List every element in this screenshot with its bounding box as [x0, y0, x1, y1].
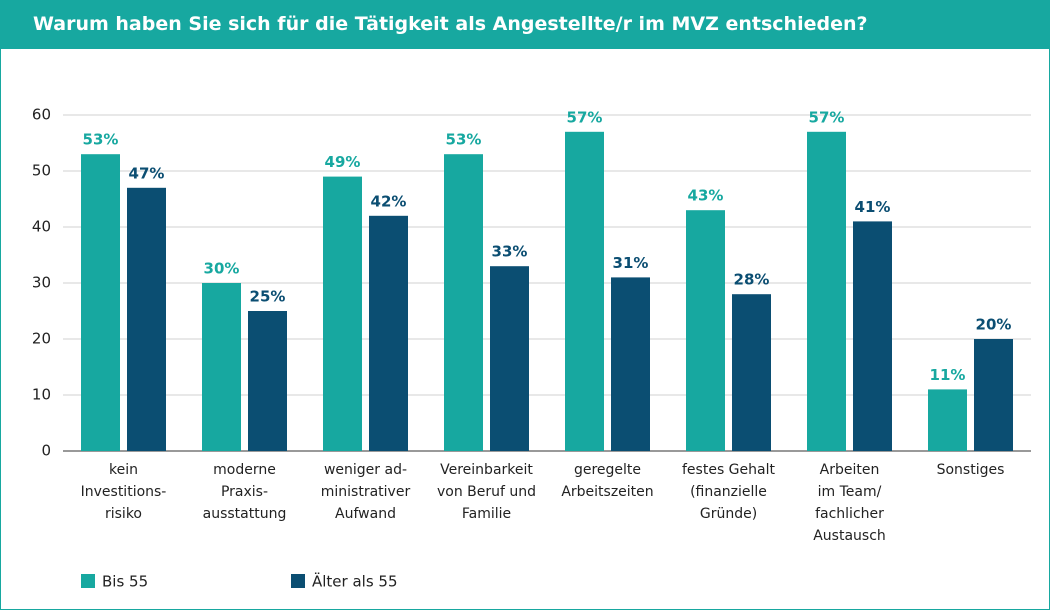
legend-label: Bis 55 — [102, 573, 148, 591]
bar — [127, 187, 166, 452]
data-label: 53% — [83, 131, 119, 149]
y-tick-label: 60 — [32, 106, 51, 124]
data-label: 25% — [250, 288, 286, 306]
data-label: 57% — [809, 108, 845, 126]
bar — [490, 266, 529, 451]
data-label: 57% — [567, 108, 603, 126]
y-tick-label: 20 — [32, 330, 51, 348]
y-tick-label: 30 — [32, 274, 51, 292]
data-label: 43% — [688, 187, 724, 205]
bar — [974, 339, 1013, 451]
bar — [853, 221, 892, 451]
bar — [686, 210, 725, 451]
x-tick-label: weniger ad- ministrativer Aufwand — [320, 462, 411, 522]
data-label: 20% — [976, 316, 1012, 334]
bar — [565, 131, 604, 452]
legend-swatch — [81, 574, 95, 588]
x-tick-label: Arbeiten im Team/ fachlicher Austausch — [813, 462, 886, 544]
x-tick-label: moderne Praxis- ausstattung — [202, 462, 287, 522]
chart-title: Warum haben Sie sich für die Tätigkeit a… — [33, 13, 868, 35]
data-label: 47% — [129, 164, 165, 182]
bar — [444, 154, 483, 451]
data-label: 30% — [204, 260, 240, 278]
data-label: 42% — [371, 192, 407, 210]
bar — [807, 131, 846, 452]
legend-swatch — [291, 574, 305, 588]
bar — [323, 176, 362, 451]
data-label: 33% — [492, 243, 528, 261]
bar — [732, 294, 771, 451]
bar — [202, 283, 241, 451]
header — [1, 1, 1049, 49]
bar — [369, 215, 408, 451]
data-label: 49% — [325, 153, 361, 171]
y-tick-label: 50 — [32, 162, 51, 180]
x-tick-label: festes Gehalt (finanzielle Gründe) — [682, 462, 775, 522]
y-tick-label: 10 — [32, 386, 51, 404]
data-label: 28% — [734, 271, 770, 289]
data-label: 41% — [855, 198, 891, 216]
bar — [81, 154, 120, 451]
data-label: 53% — [446, 131, 482, 149]
x-tick-label: kein Investitions- risiko — [80, 462, 167, 522]
x-tick-label: Vereinbarkeit von Beruf und Familie — [436, 462, 537, 522]
x-tick-label: Sonstiges — [936, 462, 1005, 478]
data-label: 11% — [930, 366, 966, 384]
legend-label: Älter als 55 — [312, 572, 398, 591]
y-tick-label: 40 — [32, 218, 51, 236]
bar — [928, 389, 967, 451]
data-label: 31% — [613, 254, 649, 272]
bar — [611, 277, 650, 451]
y-tick-label: 0 — [41, 442, 51, 460]
bar — [248, 311, 287, 451]
x-tick-label: geregelte Arbeitszeiten — [561, 462, 654, 500]
